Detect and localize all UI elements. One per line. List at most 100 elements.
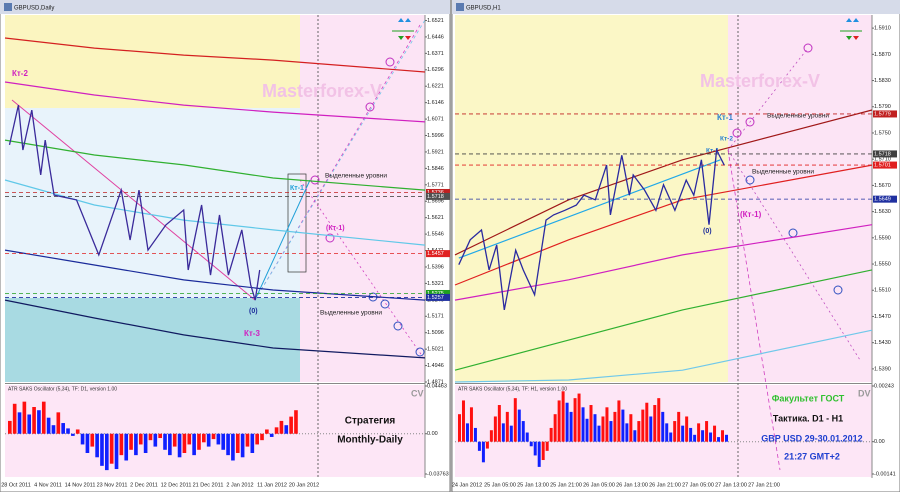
level-value: 1.5649 <box>874 197 891 203</box>
oscillator-bar <box>541 441 545 461</box>
oscillator-bar <box>177 433 182 458</box>
oscillator-bar <box>493 416 497 442</box>
level-value: 1.5457 <box>427 251 444 257</box>
oscillator-bar <box>269 433 274 437</box>
x-tick-label: 26 Jan 21:00 <box>649 482 681 488</box>
oscillator-bar <box>629 414 633 442</box>
oscillator-bar <box>469 407 473 442</box>
oscillator-bar <box>458 414 461 442</box>
moving-average <box>4 81 426 123</box>
x-tick-label: 26 Jan 05:00 <box>583 482 615 488</box>
y-tick-label: 1.6296 <box>427 67 444 73</box>
wave-label: Кт-2 <box>720 136 733 143</box>
wave-label: (Кт-1) <box>326 225 345 232</box>
y-tick-label: 1.5430 <box>874 340 891 346</box>
level-tag <box>873 150 897 158</box>
x-tick-label: 26 Jan 13:00 <box>616 482 648 488</box>
level-note: Выделенные уровни <box>325 173 387 180</box>
y-tick-label: 1.6446 <box>427 34 444 40</box>
oscillator-bar <box>553 414 557 442</box>
panel-code: CV <box>411 388 424 398</box>
oscillator-bar <box>80 433 85 445</box>
oscillator-bar <box>649 416 653 442</box>
oscillator-bar <box>129 433 133 450</box>
wave-label: (0) <box>249 308 258 315</box>
oscillator-bar <box>95 433 99 458</box>
arrow-icons <box>840 18 862 40</box>
oscillator-bar <box>697 423 701 442</box>
oscillator-bar <box>577 393 581 442</box>
oscillator-bar <box>37 410 41 434</box>
x-tick-label: 25 Jan 21:00 <box>550 482 582 488</box>
oscillator-bar <box>168 433 172 456</box>
oscillator-bar <box>17 412 22 434</box>
oscillator-bar <box>605 407 609 442</box>
pair-date: GBP USD 29-30.01.2012 <box>761 433 862 443</box>
oscillator-bar <box>41 401 46 434</box>
oscillator-bar <box>119 433 124 456</box>
oscillator-bar <box>621 409 625 442</box>
oscillator-bar <box>32 406 36 434</box>
oscillator-bar <box>709 432 713 442</box>
oscillator-bar <box>657 398 661 442</box>
x-tick-label: 25 Jan 05:00 <box>484 482 516 488</box>
faculty-label: Факультет ГОСТ <box>772 393 845 403</box>
oscillator-bar <box>537 441 541 467</box>
y-tick-label: 1.6071 <box>427 117 444 123</box>
oscillator-bar <box>717 437 721 442</box>
y-tick-label: 1.5670 <box>874 183 891 189</box>
oscillator-bar <box>569 411 573 442</box>
oscillator-bar <box>46 417 51 434</box>
oscillator-bar <box>501 423 505 442</box>
wave-label: (Кт-1) <box>740 210 762 219</box>
x-tick-label: 12 Dec 2011 <box>161 482 192 488</box>
oscillator-bar <box>689 427 693 442</box>
x-tick-label: 20 Jan 2012 <box>289 482 319 488</box>
wave-label: (0) <box>703 228 712 235</box>
y-tick-label: -0.00141 <box>874 471 896 477</box>
oscillator-bar <box>685 416 689 442</box>
y-tick-label: 1.5696 <box>427 199 444 205</box>
oscillator-bar <box>653 405 657 442</box>
oscillator-bar <box>8 420 12 434</box>
oscillator-bar <box>593 414 597 442</box>
oscillator-bar <box>693 434 697 442</box>
oscillator-bar <box>497 405 501 442</box>
x-tick-label: 23 Nov 2011 <box>97 482 128 488</box>
oscillator-bar <box>505 411 509 442</box>
oscillator-bar <box>545 441 549 451</box>
level-value: 1.5779 <box>874 111 891 117</box>
panel-code: DV <box>858 388 871 398</box>
y-tick-label: 1.6521 <box>427 18 444 24</box>
oscillator-bar <box>250 433 255 454</box>
oscillator-bar <box>557 400 561 442</box>
oscillator-bar <box>71 433 75 436</box>
oscillator-bar <box>22 401 27 434</box>
oscillator-bar <box>673 421 677 442</box>
oscillator-bar <box>725 434 729 442</box>
level-value: 1.5718 <box>874 151 891 157</box>
level-tag <box>426 250 450 258</box>
y-tick-label: 1.5846 <box>427 166 444 172</box>
x-tick-label: 24 Jan 2012 <box>452 482 482 488</box>
oscillator-bar <box>153 433 158 447</box>
y-tick-label: 1.5321 <box>427 281 444 287</box>
oscillator-bar <box>90 433 95 447</box>
oscillator-bar <box>202 433 206 443</box>
oscillator-bar <box>481 441 485 463</box>
y-tick-label: 1.5590 <box>874 235 891 241</box>
y-tick-label: 1.5790 <box>874 104 891 110</box>
level-note: Выделенные уровни <box>752 169 814 176</box>
oscillator-bar <box>513 398 517 442</box>
wave-label: Кт-1 <box>706 148 719 155</box>
oscillator-bar <box>485 441 489 449</box>
oscillator-bar <box>56 412 61 434</box>
oscillator-bar <box>589 405 593 442</box>
oscillator-bar <box>289 416 293 434</box>
level-tag <box>426 293 450 301</box>
moving-average <box>4 299 426 359</box>
level-tag <box>426 192 450 200</box>
oscillator-bar <box>114 433 119 470</box>
oscillator-bar <box>677 411 681 442</box>
oscillator-bar <box>197 433 201 450</box>
